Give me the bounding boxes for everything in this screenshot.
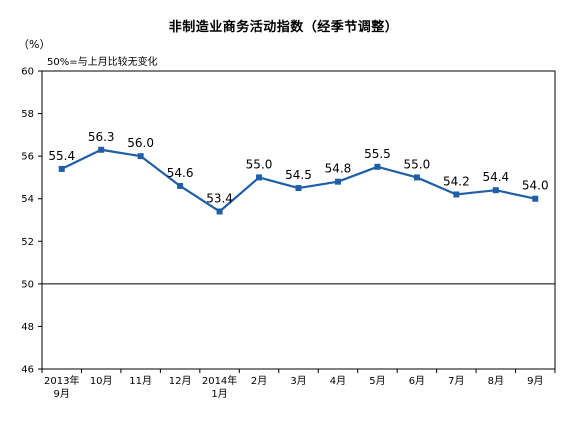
data-point-marker bbox=[98, 146, 105, 153]
data-point-marker bbox=[532, 195, 539, 202]
y-tick-label: 56 bbox=[21, 152, 34, 163]
x-tick-label: 6月 bbox=[409, 375, 425, 387]
x-tick-label: 3月 bbox=[290, 375, 306, 387]
series-layer bbox=[58, 146, 539, 215]
data-label: 56.0 bbox=[127, 136, 154, 150]
data-label: 54.0 bbox=[522, 179, 549, 193]
x-tick-label: 9月 bbox=[527, 375, 543, 387]
y-tick-label: 54 bbox=[21, 194, 34, 205]
data-label: 54.8 bbox=[325, 162, 352, 176]
data-label: 54.5 bbox=[285, 168, 312, 182]
data-point-marker bbox=[58, 165, 65, 172]
x-tick-label: 2014年 1月 bbox=[202, 374, 237, 400]
y-tick-label: 50 bbox=[21, 279, 34, 290]
data-point-marker bbox=[216, 208, 223, 215]
data-label: 55.0 bbox=[404, 157, 431, 171]
x-tick-label: 12月 bbox=[169, 375, 192, 387]
data-point-marker bbox=[256, 174, 263, 181]
y-tick-label: 58 bbox=[21, 109, 34, 120]
x-tick-label: 2月 bbox=[251, 375, 267, 387]
x-tick-label: 4月 bbox=[330, 375, 346, 387]
data-point-marker bbox=[453, 191, 460, 198]
data-point-marker bbox=[334, 178, 341, 185]
x-tick-label: 2013年 9月 bbox=[44, 374, 79, 400]
data-label: 55.5 bbox=[364, 147, 391, 161]
y-tick-label: 48 bbox=[21, 322, 34, 333]
data-point-marker bbox=[177, 182, 184, 189]
data-point-marker bbox=[492, 187, 499, 194]
data-labels-layer: 55.4 56.3 56.0 54.6 53.4 55.0 54.5 54.8 55.5 55.0… bbox=[48, 130, 548, 206]
data-point-marker bbox=[374, 163, 381, 170]
data-label: 54.2 bbox=[443, 174, 470, 188]
y-axis-ticks: 46 48 50 52 54 56 58 60 bbox=[21, 67, 42, 376]
y-tick-label: 46 bbox=[21, 365, 34, 376]
data-label: 56.3 bbox=[88, 130, 115, 144]
chart-title: 非制造业商务活动指数（经季节调整） bbox=[168, 20, 399, 35]
plot-area-border bbox=[41, 70, 556, 370]
data-label: 54.6 bbox=[167, 166, 194, 180]
chart-note: 50%=与上月比较无变化 bbox=[47, 57, 158, 68]
data-point-marker bbox=[413, 174, 420, 181]
x-tick-label: 7月 bbox=[448, 375, 464, 387]
data-point-marker bbox=[295, 185, 302, 192]
x-tick-label: 11月 bbox=[129, 375, 152, 387]
data-label: 55.0 bbox=[246, 157, 273, 171]
x-tick-label: 10月 bbox=[90, 375, 113, 387]
data-label: 55.4 bbox=[48, 149, 75, 163]
data-label: 53.4 bbox=[206, 191, 233, 205]
y-tick-label: 60 bbox=[21, 67, 34, 78]
data-point-marker bbox=[137, 153, 144, 160]
data-label: 54.4 bbox=[482, 170, 509, 184]
x-axis-ticks: 2013年 9月 10月 11月 12月 2014年 1月 2月 3月 4月 5月 6月 7月 8月 9月 bbox=[41, 369, 556, 400]
x-tick-label: 8月 bbox=[488, 375, 504, 387]
y-axis-unit-label: （%） bbox=[18, 38, 51, 51]
plot-frame-layer bbox=[41, 70, 556, 370]
x-tick-label: 5月 bbox=[369, 375, 385, 387]
y-tick-label: 52 bbox=[21, 237, 34, 248]
